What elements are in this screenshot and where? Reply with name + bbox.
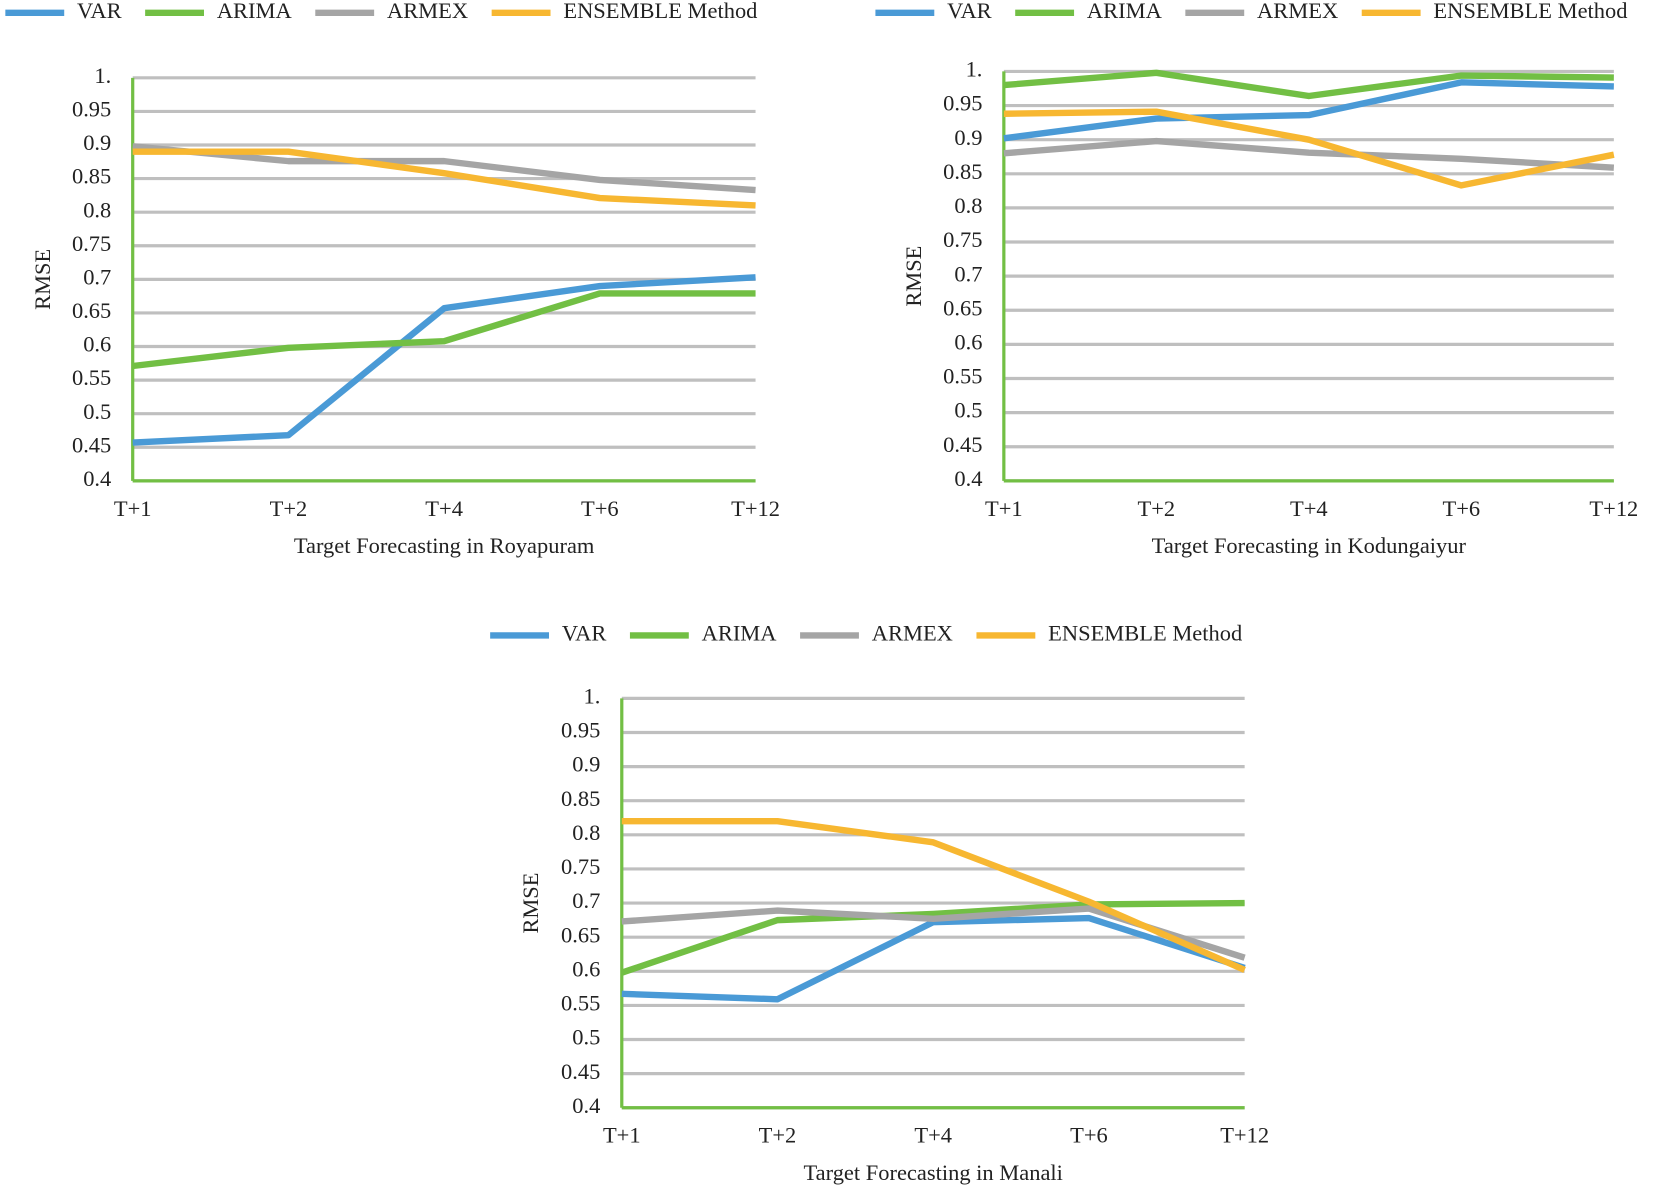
y-axis-title: RMSE (901, 246, 926, 307)
y-tick-label: 1. (94, 63, 111, 88)
y-tick-label: 0.85 (72, 164, 111, 189)
x-tick-label: T+2 (270, 496, 308, 521)
legend-label: VAR (77, 0, 122, 23)
chart-panel: 0.4 0.45 0.5 0.55 0.6 0.65 0.7 0.75 0.8 0.85 0.9 0.… (875, 0, 1638, 558)
x-tick-label: T+12 (731, 496, 780, 521)
y-tick-label: 0.8 (954, 193, 982, 218)
series-line (1003, 79, 1614, 142)
y-tick-label: 0.8 (572, 820, 600, 845)
x-tick-label: T+2 (1138, 496, 1176, 521)
x-axis-title: Target Forecasting in Kodungaiyur (1152, 533, 1467, 558)
y-tick-label: 0.95 (943, 91, 982, 116)
y-tick-label: 0.65 (943, 295, 982, 320)
legend-label: ENSEMBLE Method (1433, 0, 1627, 23)
y-tick-label: 0.6 (83, 332, 111, 357)
y-tick-label: 0.5 (83, 399, 111, 424)
y-tick-label: 0.85 (561, 786, 600, 811)
y-tick-label: 0.8 (83, 197, 111, 222)
y-tick-label: 0.45 (943, 432, 982, 457)
y-tick-label: 0.4 (83, 466, 111, 491)
series-line (621, 905, 1246, 961)
chart-panel: 0.4 0.45 0.5 0.55 0.6 0.65 0.7 0.75 0.8 0.85 0.9 0.… (5, 0, 780, 558)
x-tick-label: T+4 (914, 1123, 952, 1148)
x-tick-label: T+1 (985, 496, 1023, 521)
x-tick-label: T+6 (581, 496, 619, 521)
legend-label: VAR (562, 621, 607, 646)
legend-label: ARMEX (387, 0, 468, 23)
legend-label: ENSEMBLE Method (1048, 621, 1242, 646)
legend-label: ARIMA (702, 621, 778, 646)
series-line (620, 899, 1245, 976)
y-tick-label: 0.75 (561, 854, 600, 879)
y-tick-label: 0.65 (561, 922, 600, 947)
y-tick-label: 0.95 (561, 718, 600, 743)
y-axis-title: RMSE (30, 249, 55, 310)
x-tick-label: T+12 (1589, 496, 1638, 521)
x-tick-label: T+1 (603, 1123, 641, 1148)
y-tick-label: 0.7 (954, 261, 982, 286)
x-tick-label: T+4 (425, 496, 463, 521)
y-tick-label: 0.45 (72, 432, 111, 457)
legend-label: ENSEMBLE Method (563, 0, 757, 23)
series-line (1003, 137, 1615, 171)
y-tick-label: 0.65 (72, 298, 111, 323)
x-tick-label: T+12 (1220, 1123, 1269, 1148)
series-line (1003, 108, 1615, 189)
series-line (132, 290, 756, 370)
y-tick-label: 0.9 (954, 125, 982, 150)
series-line (1003, 69, 1614, 100)
y-tick-label: 0.4 (954, 466, 982, 491)
x-axis-title: Target Forecasting in Royapuram (294, 533, 595, 558)
x-tick-label: T+6 (1443, 496, 1481, 521)
y-tick-label: 0.6 (572, 956, 600, 981)
y-tick-label: 0.9 (83, 130, 111, 155)
y-tick-label: 0.7 (83, 265, 111, 290)
y-tick-label: 0.55 (561, 991, 600, 1016)
y-tick-label: 0.75 (943, 227, 982, 252)
y-tick-label: 0.5 (572, 1025, 600, 1050)
y-tick-label: 0.4 (572, 1093, 600, 1118)
chart-panel: 0.4 0.45 0.5 0.55 0.6 0.65 0.7 0.75 0.8 0.85 0.9 0.… (490, 621, 1269, 1185)
series-line (132, 143, 756, 194)
y-tick-label: 1. (584, 684, 601, 709)
y-tick-label: 0.5 (954, 398, 982, 423)
legend-label: ARIMA (1087, 0, 1163, 23)
legend-label: VAR (947, 0, 992, 23)
series-line (132, 148, 756, 209)
y-axis-title: RMSE (518, 873, 543, 934)
y-tick-label: 0.45 (561, 1059, 600, 1084)
y-tick-label: 0.7 (572, 888, 600, 913)
legend-label: ARIMA (217, 0, 293, 23)
x-tick-label: T+4 (1290, 496, 1328, 521)
x-axis-title: Target Forecasting in Manali (804, 1160, 1063, 1185)
y-tick-label: 0.95 (72, 97, 111, 122)
series-line (621, 817, 1246, 973)
x-tick-label: T+1 (114, 496, 152, 521)
y-tick-label: 0.9 (572, 752, 600, 777)
x-tick-label: T+6 (1070, 1123, 1108, 1148)
x-tick-label: T+2 (759, 1123, 797, 1148)
series-line (621, 914, 1246, 1003)
y-tick-label: 0.55 (72, 365, 111, 390)
y-tick-label: 1. (966, 57, 983, 82)
legend-label: ARMEX (872, 621, 953, 646)
y-tick-label: 0.85 (943, 159, 982, 184)
series-line (132, 274, 756, 446)
y-tick-label: 0.6 (954, 330, 982, 355)
y-tick-label: 0.75 (72, 231, 111, 256)
legend-label: ARMEX (1257, 0, 1338, 23)
y-tick-label: 0.55 (943, 364, 982, 389)
